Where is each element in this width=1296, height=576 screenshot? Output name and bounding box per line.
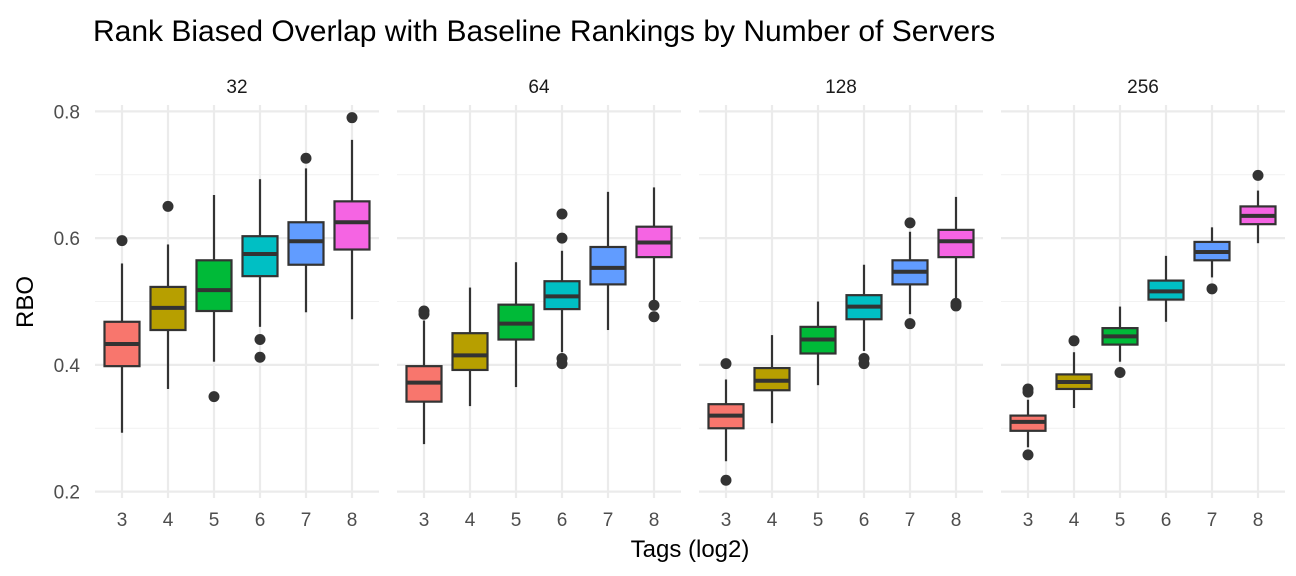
- facet-panels: 32 3 4 5 6 7 8 64 3 4 5 6 7 8 128 3 4 5 6 7 8 256 3 4 5 6 7 8: [95, 77, 1285, 531]
- x-tick-label: 8: [951, 510, 962, 531]
- outlier-point: [556, 208, 568, 220]
- x-axis-title: Tags (log2): [631, 536, 750, 563]
- outlier-point: [162, 200, 174, 212]
- outlier-point: [418, 308, 430, 320]
- x-tick-label: 6: [557, 510, 568, 531]
- box-64-7: [589, 245, 627, 286]
- x-tick-label: 3: [419, 510, 430, 531]
- outlier-point: [1068, 335, 1080, 347]
- box-32-6: [241, 235, 279, 278]
- y-axis-title: RBO: [12, 276, 39, 328]
- box-32-5: [195, 259, 233, 313]
- outlier-point: [208, 391, 220, 403]
- outlier-point: [300, 152, 312, 164]
- y-tick-label: 0.4: [54, 356, 81, 377]
- x-tick-label: 7: [1207, 510, 1218, 531]
- box-128-8: [937, 228, 975, 259]
- facet-panel: 256 3 4 5 6 7 8: [1001, 77, 1285, 531]
- x-tick-label: 6: [1161, 510, 1172, 531]
- facet-panel: 128 3 4 5 6 7 8: [699, 77, 983, 531]
- outlier-point: [720, 474, 732, 486]
- box-64-4: [451, 332, 489, 372]
- x-tick-label: 5: [1115, 510, 1126, 531]
- outlier-point: [254, 351, 266, 363]
- outlier-point: [346, 112, 358, 124]
- x-tick-label: 8: [1253, 510, 1264, 531]
- x-tick-label: 7: [603, 510, 614, 531]
- facet-strip-label: 64: [528, 77, 550, 98]
- facet-strip-label: 32: [226, 77, 247, 98]
- x-tick-label: 5: [511, 510, 522, 531]
- box-32-8: [333, 200, 371, 251]
- outlier-point: [720, 358, 732, 370]
- outlier-point: [116, 235, 128, 247]
- x-tick-label: 8: [347, 510, 358, 531]
- x-tick-label: 3: [117, 510, 128, 531]
- outlier-point: [1252, 169, 1264, 181]
- outlier-point: [556, 358, 568, 370]
- box-32-7: [287, 221, 325, 266]
- x-tick-label: 5: [813, 510, 824, 531]
- x-tick-label: 4: [1069, 510, 1080, 531]
- outlier-point: [858, 358, 870, 370]
- x-tick-label: 6: [255, 510, 266, 531]
- x-tick-label: 3: [721, 510, 732, 531]
- outlier-point: [1206, 283, 1218, 295]
- outlier-point: [1022, 449, 1034, 461]
- outlier-point: [950, 300, 962, 312]
- x-tick-label: 3: [1023, 510, 1034, 531]
- chart-title: Rank Biased Overlap with Baseline Rankin…: [93, 15, 995, 48]
- x-tick-label: 4: [767, 510, 778, 531]
- outlier-point: [1022, 386, 1034, 398]
- outlier-point: [648, 299, 660, 311]
- outlier-point: [254, 334, 266, 346]
- outlier-point: [1114, 366, 1126, 378]
- outlier-point: [904, 217, 916, 229]
- x-tick-label: 5: [209, 510, 220, 531]
- y-tick-label: 0.8: [54, 102, 80, 123]
- facet-panel: 32 3 4 5 6 7 8: [95, 77, 379, 531]
- outlier-point: [904, 318, 916, 330]
- x-tick-label: 7: [905, 510, 916, 531]
- y-tick-label: 0.2: [54, 483, 80, 504]
- x-tick-label: 4: [163, 510, 174, 531]
- x-tick-label: 7: [301, 510, 312, 531]
- y-axis-labels: 0.2 0.4 0.6 0.8: [54, 102, 81, 503]
- outlier-point: [556, 232, 568, 244]
- y-tick-label: 0.6: [54, 229, 80, 250]
- facet-panel: 64 3 4 5 6 7 8: [397, 77, 681, 531]
- x-tick-label: 8: [649, 510, 660, 531]
- x-tick-label: 4: [465, 510, 476, 531]
- facet-strip-label: 128: [825, 77, 857, 98]
- facet-strip-label: 256: [1127, 77, 1159, 98]
- x-tick-label: 6: [859, 510, 870, 531]
- outlier-point: [648, 311, 660, 323]
